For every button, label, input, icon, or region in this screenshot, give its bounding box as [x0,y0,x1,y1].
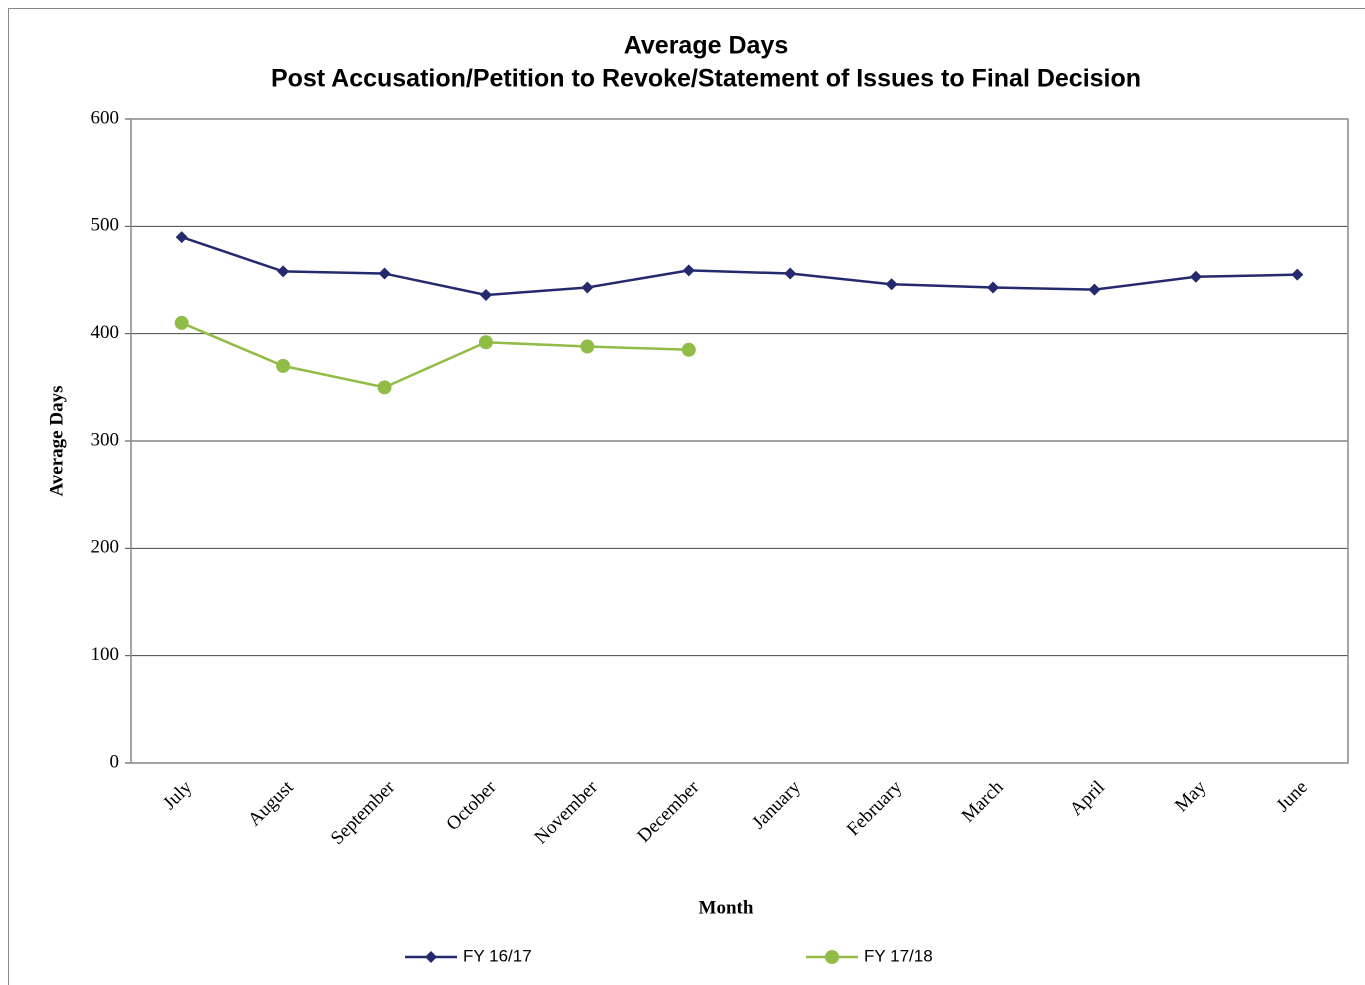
data-point [276,358,291,373]
x-tick-label: October [442,776,501,835]
data-point [1189,270,1202,283]
data-point [478,335,493,350]
y-tick-label: 500 [91,215,120,236]
data-point [1088,283,1101,296]
y-tick-label: 300 [91,429,120,450]
y-tick-label: 0 [110,751,120,772]
x-tick-label: March [958,776,1008,826]
data-point [682,264,695,277]
y-tick-label: 200 [91,537,120,558]
legend-label: FY 17/18 [864,946,933,965]
x-tick-label: November [530,776,602,848]
data-point [581,281,594,294]
y-tick-label: 400 [91,322,120,343]
y-tick-label: 100 [91,644,120,665]
x-tick-label: July [159,776,197,814]
chart-title: Average Days [624,32,788,60]
data-point [784,267,797,280]
data-point [987,281,1000,294]
x-tick-label: January [748,776,805,833]
x-tick-label: August [244,776,298,830]
x-tick-label: September [327,776,400,849]
data-point [479,289,492,302]
chart-frame [8,8,1365,985]
series-line [181,321,689,389]
x-tick-label: April [1066,777,1109,820]
x-tick-label: February [843,776,907,840]
data-point [174,315,189,330]
legend-marker [825,950,839,964]
data-point [681,342,696,357]
y-tick-label: 600 [91,107,120,128]
data-point [277,265,290,278]
data-point [377,380,392,395]
legend-label: FY 16/17 [463,946,532,965]
legend-marker [425,951,437,963]
x-tick-label: December [633,776,704,847]
x-tick-label: May [1171,776,1211,816]
y-axis-label: Average Days [46,386,67,497]
chart-subtitle: Post Accusation/Petition to Revoke/State… [271,65,1141,93]
plot-area [130,118,1349,764]
data-point [175,231,188,244]
x-axis-label: Month [699,897,754,918]
data-point [378,267,391,280]
x-tick-label: June [1272,777,1311,816]
data-point [885,278,898,291]
series-line [181,235,1298,297]
data-point [580,339,595,354]
data-point [1291,268,1304,281]
